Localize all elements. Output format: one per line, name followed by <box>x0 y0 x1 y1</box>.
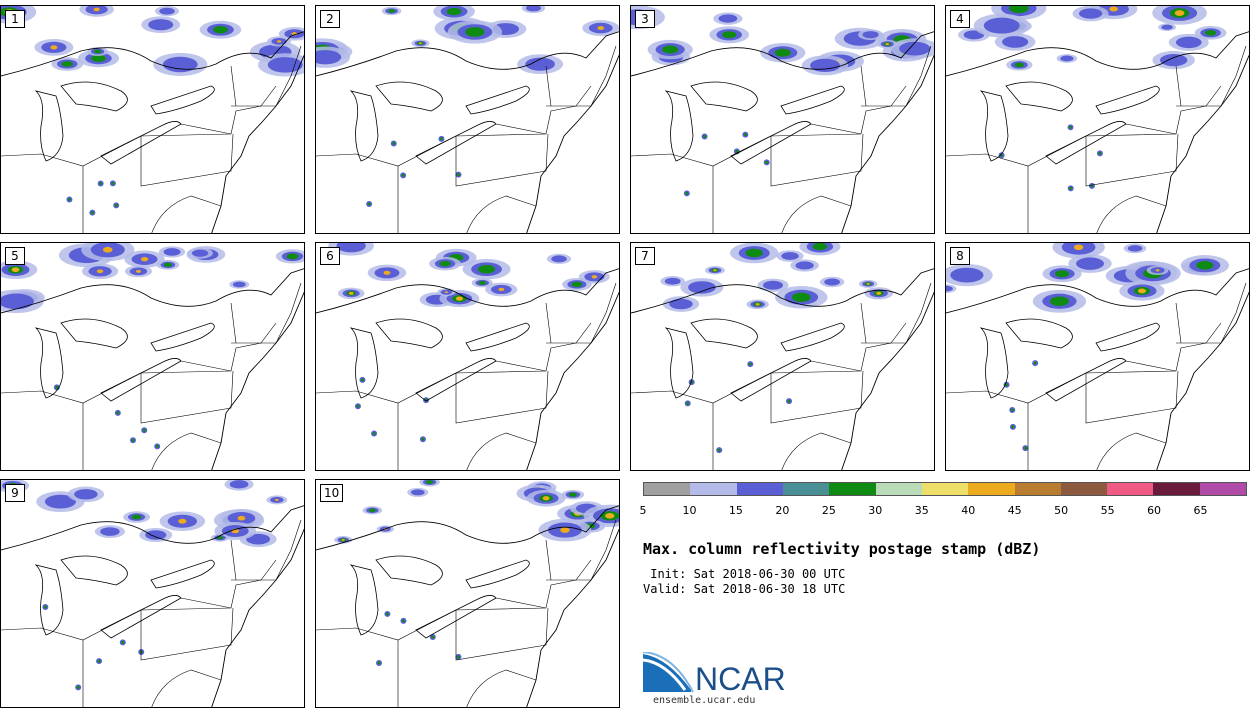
member-panel-6: 6 <box>315 242 620 471</box>
colorbar-tick: 40 <box>961 504 976 517</box>
colorbar-bin <box>1153 483 1200 495</box>
member-panel-8: 8 <box>945 242 1250 471</box>
member-label: 10 <box>320 484 344 502</box>
colorbar-bin <box>782 483 830 495</box>
reflectivity-map <box>1 243 304 470</box>
member-panel-7: 7 <box>630 242 935 471</box>
product-title: Max. column reflectivity postage stamp (… <box>643 540 1041 558</box>
colorbar-tick: 50 <box>1054 504 1069 517</box>
reflectivity-map <box>1 6 304 233</box>
colorbar-tick: 25 <box>821 504 836 517</box>
colorbar-bin <box>690 483 737 495</box>
member-label: 5 <box>5 247 25 265</box>
reflectivity-map <box>316 243 619 470</box>
member-label: 6 <box>320 247 340 265</box>
site-url: ensemble.ucar.edu <box>653 695 756 706</box>
colorbar-bin <box>968 483 1015 495</box>
colorbar-tick: 60 <box>1147 504 1162 517</box>
member-label: 2 <box>320 10 340 28</box>
member-panel-4: 4 <box>945 5 1250 234</box>
colorbar-bin <box>1199 483 1247 495</box>
member-panel-3: 3 <box>630 5 935 234</box>
colorbar-tick: 20 <box>775 504 790 517</box>
member-label: 4 <box>950 10 970 28</box>
reflectivity-map <box>631 243 934 470</box>
reflectivity-map <box>1 480 304 707</box>
colorbar-tick: 15 <box>728 504 743 517</box>
valid-time: Valid: Sat 2018-06-30 18 UTC <box>643 582 846 596</box>
ncar-logo-text: NCAR <box>695 661 786 694</box>
member-panel-10: 10 <box>315 479 620 708</box>
colorbar-bin <box>1107 483 1154 495</box>
member-label: 3 <box>635 10 655 28</box>
reflectivity-map <box>631 6 934 233</box>
colorbar-bin <box>644 483 691 495</box>
colorbar-tick: 5 <box>639 504 647 517</box>
colorbar-bin <box>1060 483 1108 495</box>
colorbar-bin <box>829 483 876 495</box>
colorbar-bin <box>1014 483 1061 495</box>
member-panel-1: 1 <box>0 5 305 234</box>
member-panel-2: 2 <box>315 5 620 234</box>
colorbar-tick: 10 <box>682 504 697 517</box>
member-label: 8 <box>950 247 970 265</box>
reflectivity-map <box>316 480 619 707</box>
reflectivity-map <box>316 6 619 233</box>
colorbar-tick: 45 <box>1007 504 1022 517</box>
ncar-logo: NCAR <box>642 651 793 698</box>
colorbar-bin <box>921 483 969 495</box>
colorbar-tick: 55 <box>1100 504 1115 517</box>
member-panel-5: 5 <box>0 242 305 471</box>
member-panel-9: 9 <box>0 479 305 708</box>
member-label: 7 <box>635 247 655 265</box>
reflectivity-map <box>946 243 1249 470</box>
reflectivity-map <box>946 6 1249 233</box>
init-time: Init: Sat 2018-06-30 00 UTC <box>643 567 846 581</box>
colorbar-bin <box>736 483 783 495</box>
colorbar-bin <box>875 483 922 495</box>
colorbar-tick: 30 <box>868 504 883 517</box>
colorbar-tick: 65 <box>1193 504 1208 517</box>
member-label: 1 <box>5 10 25 28</box>
reflectivity-colorbar <box>643 482 1247 496</box>
member-label: 9 <box>5 484 25 502</box>
colorbar-tick: 35 <box>914 504 929 517</box>
